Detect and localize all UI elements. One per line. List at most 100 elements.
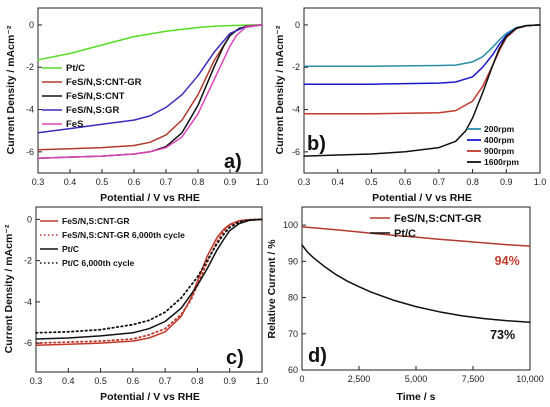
panel-a-y-tick-label: -6: [26, 147, 34, 157]
panel-c-x-tick-label: 0.9: [223, 376, 236, 386]
panel-d-x-tick-label: 0: [299, 374, 304, 384]
panel-d-chart: 0 2,500 5,000 7,500 10,000 60 70 80 90 100 d) Tim…: [266, 206, 544, 403]
panel-b-frame: [303, 7, 541, 174]
panel-c-x-tick-label: 0.7: [159, 376, 172, 386]
panel-c-y-tick-label: -2: [24, 256, 32, 266]
panel-d-legend: FeS/N,S:CNT-GR Pt/C: [370, 213, 481, 240]
panel-b-axis-layer: 0.3 0.4 0.5 0.6 0.7 0.8 0.9 1.0 0 -2 -4 -6: [292, 20, 546, 187]
panel-c-x-tick-label: 0.8: [191, 376, 204, 386]
legend-label-d-ptc: Pt/C: [394, 228, 416, 240]
panel-d-annotation-1: 94%: [495, 254, 520, 268]
panel-c-y-tick-label: 0: [27, 214, 32, 224]
panel-a-series-line-4: [37, 24, 263, 134]
panel-d-annotation-2: 73%: [490, 328, 515, 342]
legend-label-fesns-gr: FeS/N,S:GR: [66, 105, 119, 116]
panel-d-x-tick-label: 10,000: [516, 374, 544, 384]
legend-label-fes: FeS: [66, 119, 83, 130]
panel-c-series-layer: [35, 218, 263, 346]
panel-b-series-line-2: [303, 24, 541, 85]
panel-a-label: a): [224, 151, 242, 173]
panel-c-y-tick-label: -4: [24, 297, 32, 307]
panel-c-series-line-3: [35, 218, 263, 340]
panel-d-x-tick-label: 2,500: [348, 374, 371, 384]
panel-b-x-tick-label: 0.3: [298, 177, 311, 187]
panel-a-axis-layer: 0.3 0.4 0.5 0.6 0.7 0.8 0.9 1.0 0 -2 -4 -6: [26, 20, 268, 187]
panel-b-y-axis-label: Current Density / mAcm⁻²: [274, 25, 286, 154]
panel-c-x-axis-label: Potential / V vs RHE: [100, 391, 200, 403]
panel-a-x-tick-label: 0.6: [128, 177, 141, 187]
panel-d-annotation-layer: 94% 73%: [490, 254, 520, 342]
legend-label-200rpm: 200rpm: [484, 124, 515, 134]
legend-label-d-cntgr: FeS/N,S:CNT-GR: [394, 213, 481, 225]
legend-label-900rpm: 900rpm: [484, 146, 515, 156]
panel-b-legend: 200rpm 400rpm 900rpm 1600rpm: [467, 124, 519, 167]
panel-c-y-axis-label: Current Density / mAcm⁻²: [3, 224, 15, 353]
panel-d-series-line-1: [301, 226, 531, 247]
panel-a-series-line-1: [37, 24, 263, 61]
panel-a-legend: Pt/C FeS/N,S:CNT-GR FeS/N,S:CNT FeS/N,S:…: [42, 63, 142, 130]
legend-label-c-ptc-6000: Pt/C 6,000th cycle: [62, 258, 135, 268]
panel-a-series-line-5: [37, 24, 263, 159]
panel-b-label: b): [307, 133, 326, 155]
panel-c-series-line-4: [35, 218, 263, 334]
legend-label-c-cntgr-6000: FeS/N,S:CNT-GR 6,000th cycle: [62, 230, 185, 240]
panel-d-y-tick-label: 60: [288, 365, 298, 375]
panel-b-series-line-4: [303, 24, 541, 157]
panel-a-x-tick-label: 0.7: [160, 177, 173, 187]
panel-c-x-tick-label: 1.0: [256, 376, 269, 386]
panel-b-x-tick-label: 0.5: [365, 177, 378, 187]
panel-b-x-tick-label: 0.8: [466, 177, 479, 187]
panel-b-y-tick-label: -6: [292, 147, 300, 157]
panel-d-label: d): [308, 345, 327, 367]
panel-b-x-tick-label: 0.7: [433, 177, 446, 187]
panel-a-x-axis-label: Potential / V vs RHE: [100, 192, 200, 204]
panel-d-series-line-2: [301, 244, 531, 323]
panel-d-y-tick-label: 70: [288, 329, 298, 339]
panel-d-y-tick-label: 80: [288, 293, 298, 303]
legend-label-ptc: Pt/C: [66, 63, 85, 74]
legend-label-400rpm: 400rpm: [484, 135, 515, 145]
panel-c-x-tick-label: 0.3: [30, 376, 43, 386]
panel-c-chart: 0.3 0.4 0.5 0.6 0.7 0.8 0.9 1.0 0 -2 -4 -6 c) Poten…: [3, 206, 268, 403]
panel-b-x-tick-label: 0.6: [399, 177, 412, 187]
panel-a-y-tick-label: -2: [26, 62, 34, 72]
panel-d-x-tick-label: 5,000: [405, 374, 428, 384]
panel-c-frame: [35, 206, 263, 373]
panel-b-y-tick-label: -2: [292, 62, 300, 72]
legend-label-c-ptc: Pt/C: [62, 244, 79, 254]
panel-b-x-tick-label: 0.4: [331, 177, 344, 187]
panel-c-legend: FeS/N,S:CNT-GR FeS/N,S:CNT-GR 6,000th cy…: [40, 216, 185, 268]
legend-label-c-cntgr: FeS/N,S:CNT-GR: [62, 216, 130, 226]
panel-a-x-tick-label: 1.0: [256, 177, 269, 187]
panel-c-y-tick-label: -6: [24, 338, 32, 348]
panel-d-y-tick-label: 90: [288, 256, 298, 266]
panel-a-y-tick-label: -4: [26, 105, 34, 115]
panel-a-chart: 0.3 0.4 0.5 0.6 0.7 0.8 0.9 1.0 0 -2 -4 -6 a) Poten…: [5, 7, 268, 204]
panel-d-y-tick-label: 100: [283, 220, 298, 230]
panel-a-x-tick-label: 0.9: [224, 177, 237, 187]
panel-c-label: c): [226, 347, 244, 369]
panel-d-x-axis-label: Time / s: [397, 391, 436, 403]
panel-b-x-tick-label: 1.0: [534, 177, 547, 187]
panel-a-y-axis-label: Current Density / mAcm⁻²: [5, 25, 17, 154]
panel-d-x-tick-label: 7,500: [462, 374, 485, 384]
panel-a-series-layer: [37, 24, 263, 159]
panel-c-x-tick-label: 0.6: [127, 376, 140, 386]
panel-d-y-axis-label: Relative Current / %: [266, 239, 278, 339]
panel-d-axis-layer: 0 2,500 5,000 7,500 10,000 60 70 80 90 100: [283, 220, 544, 384]
panel-b-x-axis-label: Potential / V vs RHE: [372, 192, 472, 204]
panel-d-series-layer: [301, 226, 531, 323]
panel-b-series-layer: [303, 24, 541, 157]
panel-c-series-line-2: [35, 218, 263, 344]
legend-label-fesns-cnt: FeS/N,S:CNT: [66, 91, 125, 102]
panel-a-frame: [37, 7, 263, 174]
panel-b-y-tick-label: -4: [292, 105, 300, 115]
panel-d-frame: [301, 206, 531, 371]
panel-b-y-tick-label: 0: [295, 20, 300, 30]
panel-c-x-tick-label: 0.4: [62, 376, 75, 386]
panel-a-y-tick-label: 0: [29, 20, 34, 30]
panel-b-x-tick-label: 0.9: [500, 177, 513, 187]
panel-b-chart: 0.3 0.4 0.5 0.6 0.7 0.8 0.9 1.0 0 -2 -4 -6 b) Poten…: [274, 7, 546, 204]
panel-c-axis-layer: 0.3 0.4 0.5 0.6 0.7 0.8 0.9 1.0 0 -2 -4 -6: [24, 214, 268, 386]
